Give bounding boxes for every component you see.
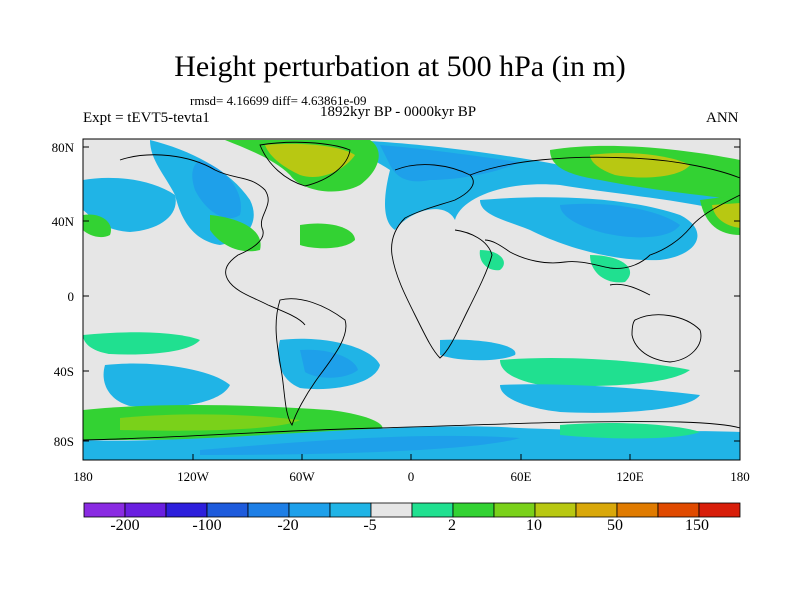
experiment-label: Expt = tEVT5-tevta1 bbox=[83, 110, 210, 126]
lon-label-180e: 180 bbox=[730, 469, 750, 484]
lon-label-0: 0 bbox=[407, 469, 415, 484]
coastlines bbox=[83, 141, 740, 441]
colorbar-swatch bbox=[83, 502, 126, 518]
contour-pos-nepac-core bbox=[712, 203, 740, 228]
contour-neg-sam-core bbox=[300, 349, 358, 378]
contour-neg-na-core bbox=[192, 160, 241, 219]
contour-pos-spac bbox=[83, 332, 200, 355]
lat-label-80s: 80S bbox=[53, 434, 74, 449]
contour-neg-atl-core bbox=[380, 145, 520, 182]
contour-pos-so-core bbox=[120, 414, 300, 431]
lat-label-0: 0 bbox=[67, 289, 75, 304]
lon-label-60w: 60W bbox=[289, 469, 315, 484]
colorbar-swatch bbox=[124, 502, 167, 518]
lat-label-80n: 80N bbox=[51, 140, 74, 155]
contour-neg-pac-core bbox=[560, 203, 680, 238]
lat-label-40n: 40N bbox=[51, 214, 74, 229]
lon-label-120e: 120E bbox=[616, 469, 644, 484]
colorbar-swatch bbox=[534, 502, 577, 518]
contour-neg-io bbox=[440, 339, 516, 361]
colorbar-swatch bbox=[657, 502, 700, 518]
colorbar-label-150: 150 bbox=[685, 517, 709, 534]
colorbar-label-50: 50 bbox=[607, 517, 623, 534]
colorbar-swatch bbox=[329, 502, 372, 518]
colorbar-label-m5: -5 bbox=[363, 517, 377, 534]
colorbar-swatch bbox=[493, 502, 536, 518]
season-label: ANN bbox=[706, 110, 739, 126]
colorbar-label-m200: -200 bbox=[110, 517, 140, 534]
contour-pos-wus bbox=[210, 215, 261, 252]
colorbar-swatch bbox=[575, 502, 618, 518]
contour-pos-africa bbox=[479, 250, 504, 271]
axis-ticks bbox=[82, 146, 741, 460]
colorbar-swatch bbox=[411, 502, 454, 518]
colorbar-label-m20: -20 bbox=[277, 517, 299, 534]
contour-pos-asia-core bbox=[590, 153, 690, 178]
contour-pos-natl bbox=[300, 223, 355, 249]
lon-label-60e: 60E bbox=[510, 469, 532, 484]
lon-label-180w: 180 bbox=[73, 469, 93, 484]
colorbar-swatch bbox=[165, 502, 208, 518]
contour-pos-wpac bbox=[590, 255, 631, 283]
colorbar-swatch bbox=[247, 502, 290, 518]
colorbar-label-m100: -100 bbox=[192, 517, 222, 534]
colorbar-swatch bbox=[452, 502, 495, 518]
colorbar-label-10: 10 bbox=[526, 517, 542, 534]
lat-label-40s: 40S bbox=[53, 364, 74, 379]
lon-label-120w: 120W bbox=[177, 469, 209, 484]
colorbar-swatch bbox=[616, 502, 659, 518]
contour-neg-spac bbox=[103, 363, 230, 408]
period-text: 1892kyr BP - 0000kyr BP bbox=[320, 104, 477, 120]
colorbar-swatch bbox=[288, 502, 331, 518]
colorbar-swatch bbox=[206, 502, 249, 518]
contour-pos-greenland-core bbox=[265, 143, 355, 178]
contour-pos-nwpac bbox=[83, 214, 111, 238]
contour-neg-antarctic-core bbox=[200, 435, 520, 455]
contour-neg-np bbox=[83, 177, 176, 232]
colorbar-swatch bbox=[698, 502, 741, 518]
colorbar bbox=[83, 502, 741, 518]
colorbar-label-2: 2 bbox=[448, 517, 456, 534]
colorbar-swatch bbox=[370, 502, 413, 518]
contour-pos-ant-east bbox=[560, 422, 700, 439]
map-title: Height perturbation at 500 hPa (in m) bbox=[174, 50, 626, 83]
contour-pos-spac2 bbox=[500, 358, 690, 387]
contour-neg-so bbox=[500, 384, 700, 413]
stats-text: rmsd= 4.16699 diff= 4.63861e-09 bbox=[190, 93, 367, 108]
